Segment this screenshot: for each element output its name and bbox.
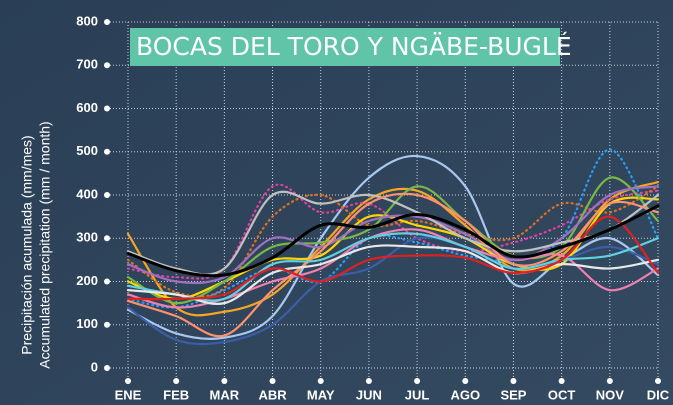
x-tick-dot — [269, 378, 276, 384]
y-tick-label: 400 — [76, 186, 98, 201]
series-line — [126, 192, 660, 338]
x-tick-dot — [365, 378, 372, 384]
y-tick-dot — [104, 192, 110, 198]
series-line — [126, 185, 660, 298]
series-line — [126, 244, 660, 305]
y-tick-label: 300 — [76, 230, 98, 245]
x-tick-label: MAY — [307, 387, 335, 402]
series-line — [126, 180, 660, 317]
x-tick-dot — [221, 378, 228, 384]
title-box — [130, 28, 560, 66]
x-tick-label: ENE — [115, 387, 142, 402]
grid — [104, 19, 661, 384]
y-tick-label: 0 — [91, 359, 98, 374]
x-tick-dot — [125, 378, 131, 384]
y-tick-dot — [104, 365, 110, 371]
series-line — [126, 190, 660, 276]
series-line — [126, 232, 660, 302]
y-tick-dot — [104, 62, 110, 69]
series-line — [126, 215, 660, 301]
y-tick-label: 600 — [76, 100, 98, 115]
x-tick-dot — [558, 378, 565, 384]
x-tick-label: DIC — [647, 387, 670, 402]
y-tick-label: 500 — [76, 143, 98, 158]
x-tick-label: OCT — [548, 387, 576, 402]
series-line — [126, 185, 660, 285]
y-tick-dot — [104, 19, 110, 25]
lines — [126, 148, 660, 346]
y-tick-dot — [104, 105, 110, 112]
y-tick-label: 700 — [76, 57, 98, 72]
x-tick-dot — [510, 378, 517, 384]
x-tick-dot — [655, 378, 661, 384]
y-tick-dot — [104, 148, 110, 155]
y-tick-dot — [104, 321, 110, 328]
x-tick-label: FEB — [163, 387, 189, 402]
y-tick-dot — [104, 235, 110, 242]
y-tick-label: 100 — [76, 316, 98, 331]
x-tick-dot — [414, 378, 421, 384]
y-axis-label: Accumulated precipitation (mm / month) — [37, 121, 53, 368]
series-line — [126, 204, 660, 278]
x-tick-label: MAR — [210, 387, 240, 402]
x-tick-label: ABR — [258, 387, 287, 402]
x-tick-dot — [173, 378, 180, 384]
y-tick-label: 200 — [76, 273, 98, 288]
y-tick-dot — [104, 278, 110, 285]
x-tick-dot — [317, 378, 324, 384]
x-tick-label: JUN — [356, 387, 382, 402]
x-tick-label: NOV — [596, 387, 625, 402]
x-tick-label: JUL — [405, 387, 430, 402]
y-axis-label: Precipitación acumulada (mm/mes) — [19, 135, 35, 354]
y-tick-label: 800 — [76, 13, 98, 28]
x-tick-dot — [606, 378, 613, 384]
chart-title: BOCAS DEL TORO Y NGÄBE-BUGLÉ — [136, 32, 572, 61]
x-tick-label: SEP — [500, 387, 526, 402]
x-tick-label: AGO — [450, 387, 480, 402]
x-tick-dot — [462, 378, 469, 384]
